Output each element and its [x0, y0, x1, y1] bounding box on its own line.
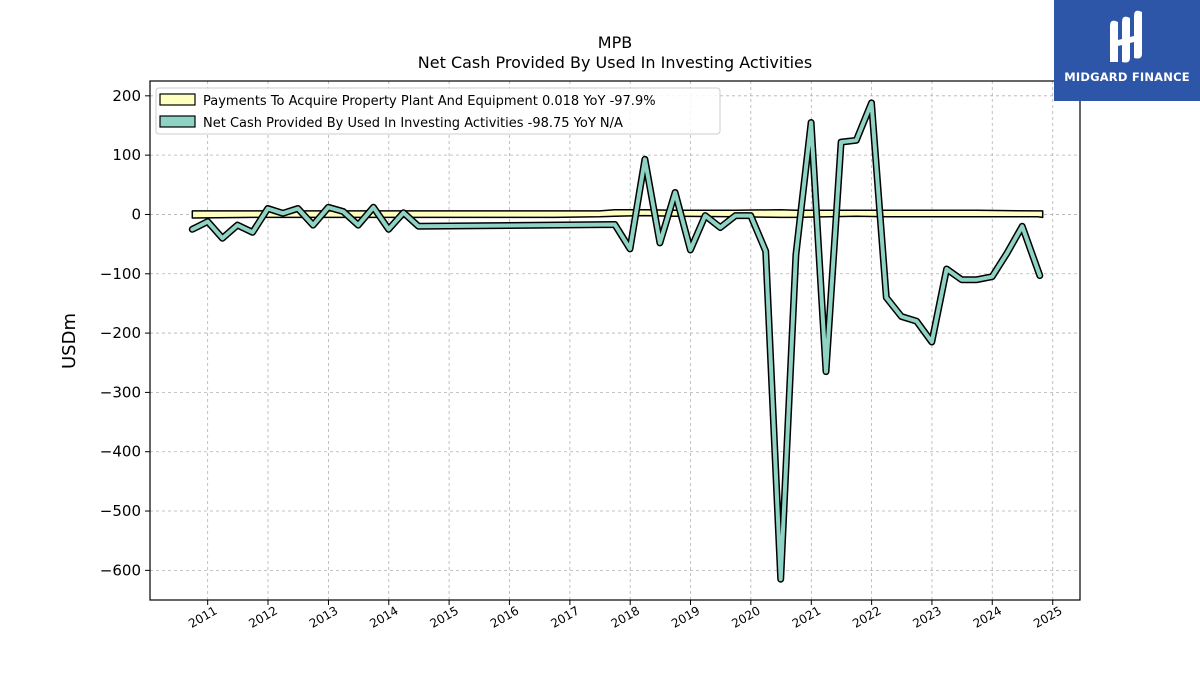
legend-label-net-cash: Net Cash Provided By Used In Investing A…: [203, 116, 623, 131]
x-tick-label: 2019: [669, 603, 702, 630]
y-tick-label: 200: [112, 87, 141, 105]
y-tick-label: −300: [100, 383, 141, 401]
x-tick-label: 2018: [609, 603, 642, 630]
logo-text: MIDGARD FINANCE: [1064, 70, 1190, 84]
legend-swatch-ppe: [159, 93, 196, 106]
y-tick-label: 100: [112, 146, 141, 164]
x-tick-label: 2017: [548, 603, 581, 630]
x-tick-label: 2011: [186, 603, 219, 630]
x-tick-label: 2013: [307, 603, 340, 630]
logo-mark-icon: [1110, 10, 1142, 63]
y-tick-label: 0: [131, 205, 141, 223]
x-tick-label: 2022: [850, 603, 883, 630]
x-tick-label: 2015: [428, 603, 461, 630]
y-axis: 200 100 0 −100 −200 −300 −400 −500 −600: [100, 87, 150, 579]
series-layer: [188, 99, 1044, 583]
legend: Payments To Acquire Property Plant And E…: [155, 87, 721, 135]
series-line-net-cash: [190, 100, 1042, 582]
x-tick-label: 2025: [1031, 603, 1064, 630]
y-axis-label: USDm: [59, 313, 80, 369]
y-tick-label: −100: [100, 265, 141, 283]
legend-swatch-net-cash: [159, 115, 196, 128]
plot-area-frame: [149, 80, 1081, 601]
x-tick-label: 2012: [246, 603, 279, 630]
x-tick-label: 2024: [971, 603, 1004, 630]
chart-subtitle: Net Cash Provided By Used In Investing A…: [418, 53, 812, 72]
x-tick-label: 2014: [367, 603, 400, 630]
midgard-finance-logo: MIDGARD FINANCE: [1054, 0, 1200, 101]
x-tick-label: 2020: [729, 603, 762, 630]
x-axis: 2011 2012 2013 2014 2015 2016 2017 2018 2019 2020…: [186, 600, 1065, 631]
y-tick-label: −500: [100, 502, 141, 520]
chart-title: MPB: [598, 33, 632, 52]
y-tick-label: −400: [100, 443, 141, 461]
x-tick-label: 2016: [488, 603, 521, 630]
x-tick-label: 2023: [910, 603, 943, 630]
x-tick-label: 2021: [790, 603, 823, 630]
y-tick-label: −200: [100, 324, 141, 342]
y-tick-label: −600: [100, 561, 141, 579]
grid: [150, 81, 1080, 600]
legend-box: [155, 87, 721, 135]
legend-label-ppe: Payments To Acquire Property Plant And E…: [203, 94, 656, 109]
series-line-net-cash-outline: [188, 99, 1044, 583]
